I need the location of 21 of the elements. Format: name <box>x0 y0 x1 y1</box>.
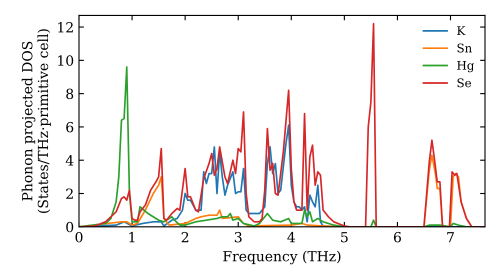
y-tick-label: 2 <box>66 188 73 199</box>
x-axis-title: Frequency (THz) <box>223 250 340 264</box>
x-tick-label: 2 <box>182 232 188 242</box>
x-tick-label: 5 <box>341 232 348 242</box>
x-tick-label: 6 <box>394 232 401 242</box>
x-tick-label: 1 <box>129 232 135 242</box>
y-tick-label: 10 <box>58 55 74 66</box>
y-tick-label: 6 <box>66 122 74 132</box>
x-tick-label: 4 <box>287 232 296 242</box>
y-tick-label: 0 <box>66 222 74 232</box>
x-tick-label: 7 <box>447 232 454 242</box>
legend-label: K <box>457 26 466 35</box>
y-tick-label: 4 <box>66 155 74 166</box>
y-tick-label: 8 <box>66 88 74 100</box>
legend-label: Se <box>458 78 472 88</box>
x-tick-label: 3 <box>234 232 242 242</box>
y-axis-title: Phonon projected DOS (States/THz·primitive cell) <box>22 29 51 213</box>
legend-label: Sn <box>458 44 472 52</box>
y-tick-label: 12 <box>58 22 73 32</box>
x-tick-label: 0 <box>75 232 82 242</box>
legend-label: Hg <box>457 61 474 72</box>
